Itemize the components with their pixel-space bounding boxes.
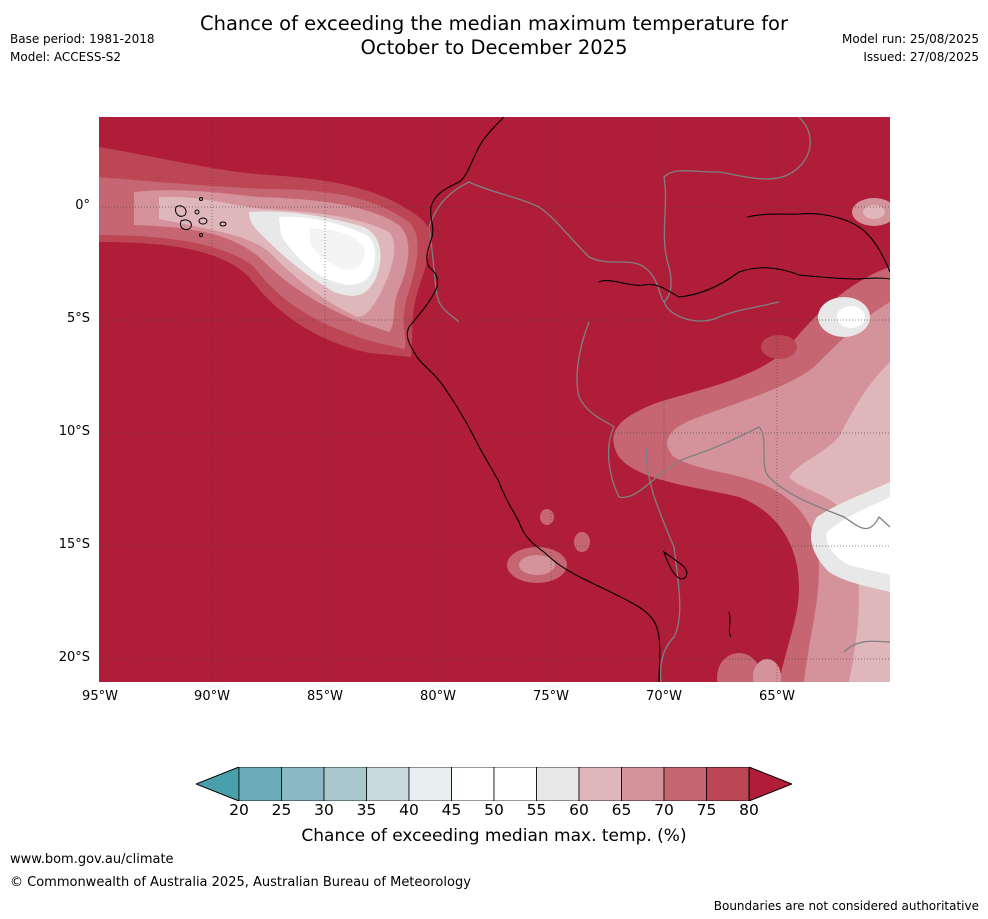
colorbar-tick-label: 35	[356, 801, 377, 819]
colorbar-cell	[281, 767, 325, 801]
lat-label-0: 0°	[75, 198, 90, 213]
lon-label-75w: 75°W	[533, 689, 569, 704]
colorbar-tick-label: 25	[271, 801, 292, 819]
lat-label-20s: 20°S	[58, 650, 90, 665]
lon-label-80w: 80°W	[420, 689, 456, 704]
model-name: Model: ACCESS-S2	[10, 50, 122, 64]
colorbar-cell	[366, 767, 410, 801]
base-period: Base period: 1981-2018	[10, 32, 155, 46]
country-borders	[428, 117, 890, 682]
lon-label-85w: 85°W	[307, 689, 343, 704]
lat-label-5s: 5°S	[66, 311, 90, 326]
lon-label-65w: 65°W	[759, 689, 795, 704]
colorbar-tick-label: 70	[654, 801, 674, 819]
colorbar-high-extend	[748, 767, 792, 801]
website-link[interactable]: www.bom.gov.au/climate	[10, 852, 174, 867]
colorbar-tick-label: 60	[569, 801, 589, 819]
colorbar-cell	[451, 767, 495, 801]
colorbar-tick-label: 80	[739, 801, 759, 819]
title-line-2: October to December 2025	[360, 36, 628, 59]
colorbar-cells	[238, 767, 750, 801]
lon-label-90w: 90°W	[194, 689, 230, 704]
lat-label-10s: 10°S	[58, 424, 90, 439]
title-line-1: Chance of exceeding the median maximum t…	[199, 12, 789, 35]
colorbar-cell	[621, 767, 665, 801]
contour-galapagos-band	[99, 147, 431, 357]
meta-left: Base period: 1981-2018 Model: ACCESS-S2	[10, 31, 155, 67]
colorbar-cell	[408, 767, 452, 801]
model-run: Model run: 25/08/2025	[841, 32, 979, 46]
colorbar-tick-label: 20	[229, 801, 249, 819]
colorbar-tick-label: 45	[441, 801, 462, 819]
colorbar-tick-label: 55	[526, 801, 547, 819]
lon-label-70w: 70°W	[646, 689, 682, 704]
colorbar-tick-label: 40	[399, 801, 419, 819]
colorbar-cell	[493, 767, 537, 801]
lat-label-15s: 15°S	[58, 537, 90, 552]
colorbar-cell	[323, 767, 367, 801]
colorbar-tick-label: 75	[696, 801, 717, 819]
issued-date: Issued: 27/08/2025	[863, 50, 979, 64]
colorbar-cell	[663, 767, 707, 801]
contour-interior-band	[613, 198, 890, 682]
contour-coastal-blob	[507, 509, 590, 583]
lon-label-95w: 95°W	[82, 689, 118, 704]
colorbar-tick-label: 50	[484, 801, 504, 819]
graticule	[99, 117, 890, 682]
boundary-disclaimer: Boundaries are not considered authoritat…	[713, 899, 979, 913]
copyright-text: © Commonwealth of Australia 2025, Austra…	[10, 875, 471, 890]
colorbar-cell	[238, 767, 282, 801]
coastlines	[175, 117, 890, 682]
colorbar	[196, 767, 792, 801]
colorbar-cell	[706, 767, 750, 801]
colorbar-cell	[536, 767, 580, 801]
forecast-map	[99, 117, 890, 682]
colorbar-low-extend	[196, 767, 240, 801]
colorbar-title: Chance of exceeding median max. temp. (%…	[301, 826, 687, 846]
colorbar-tick-label: 30	[314, 801, 334, 819]
meta-right: Model run: 25/08/2025 Issued: 27/08/2025	[842, 31, 979, 67]
colorbar-tick-label: 65	[611, 801, 632, 819]
map-title: Chance of exceeding the median maximum t…	[0, 12, 988, 60]
colorbar-cell	[578, 767, 622, 801]
